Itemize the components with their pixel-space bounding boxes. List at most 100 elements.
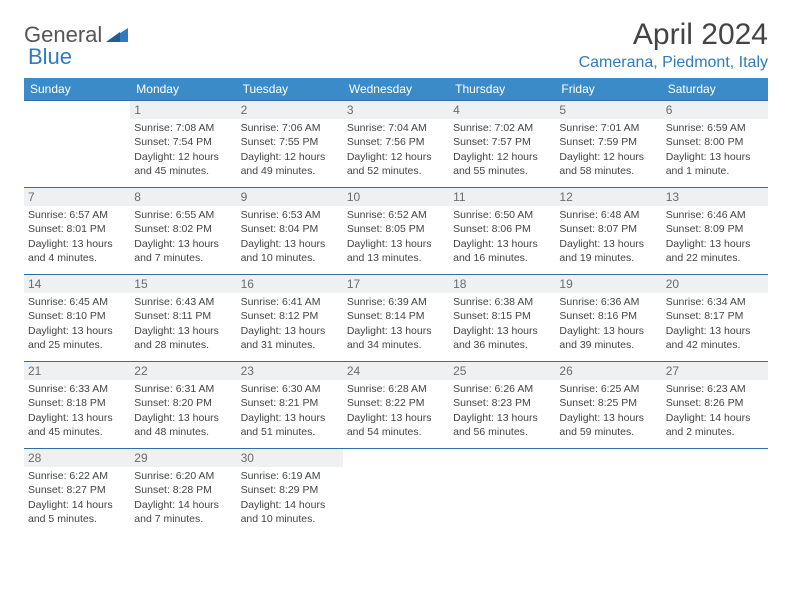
sunrise-text: Sunrise: 7:04 AM <box>347 121 445 135</box>
sunset-text: Sunset: 8:09 PM <box>666 222 764 236</box>
sunset-text: Sunset: 8:00 PM <box>666 135 764 149</box>
logo-sub: Blue <box>28 44 72 70</box>
calendar-cell: 26Sunrise: 6:25 AMSunset: 8:25 PMDayligh… <box>555 362 661 449</box>
sunrise-text: Sunrise: 6:43 AM <box>134 295 232 309</box>
sunset-text: Sunset: 8:04 PM <box>241 222 339 236</box>
sunset-text: Sunset: 8:21 PM <box>241 396 339 410</box>
day-number: 19 <box>555 275 661 293</box>
day-number: 2 <box>237 101 343 119</box>
calendar-cell: 17Sunrise: 6:39 AMSunset: 8:14 PMDayligh… <box>343 275 449 362</box>
day-number: 26 <box>555 362 661 380</box>
day-number: 30 <box>237 449 343 467</box>
calendar-row: 14Sunrise: 6:45 AMSunset: 8:10 PMDayligh… <box>24 275 768 362</box>
day-number: 21 <box>24 362 130 380</box>
sunset-text: Sunset: 8:02 PM <box>134 222 232 236</box>
daylight-text: Daylight: 12 hours and 45 minutes. <box>134 150 232 178</box>
sunset-text: Sunset: 7:56 PM <box>347 135 445 149</box>
calendar-cell: 1 Sunrise: 7:08 AMSunset: 7:54 PMDaylight… <box>130 101 236 188</box>
day-number: 28 <box>24 449 130 467</box>
daylight-text: Daylight: 12 hours and 55 minutes. <box>453 150 551 178</box>
sunset-text: Sunset: 8:07 PM <box>559 222 657 236</box>
sunset-text: Sunset: 8:11 PM <box>134 309 232 323</box>
day-number: 22 <box>130 362 236 380</box>
sunrise-text: Sunrise: 7:01 AM <box>559 121 657 135</box>
sunrise-text: Sunrise: 6:34 AM <box>666 295 764 309</box>
sunset-text: Sunset: 8:15 PM <box>453 309 551 323</box>
calendar-cell: 25Sunrise: 6:26 AMSunset: 8:23 PMDayligh… <box>449 362 555 449</box>
day-number: 9 <box>237 188 343 206</box>
day-number: 6 <box>662 101 768 119</box>
calendar-cell: 14Sunrise: 6:45 AMSunset: 8:10 PMDayligh… <box>24 275 130 362</box>
sunrise-text: Sunrise: 6:22 AM <box>28 469 126 483</box>
sunset-text: Sunset: 7:54 PM <box>134 135 232 149</box>
day-number: 7 <box>24 188 130 206</box>
calendar-row: 7Sunrise: 6:57 AMSunset: 8:01 PMDaylight… <box>24 188 768 275</box>
day-number: 20 <box>662 275 768 293</box>
calendar-cell: 29Sunrise: 6:20 AMSunset: 8:28 PMDayligh… <box>130 449 236 536</box>
sunrise-text: Sunrise: 7:08 AM <box>134 121 232 135</box>
sunrise-text: Sunrise: 6:28 AM <box>347 382 445 396</box>
calendar-table: Sunday Monday Tuesday Wednesday Thursday… <box>24 78 768 535</box>
daylight-text: Daylight: 13 hours and 7 minutes. <box>134 237 232 265</box>
sunrise-text: Sunrise: 6:39 AM <box>347 295 445 309</box>
day-number: 12 <box>555 188 661 206</box>
calendar-cell: 24Sunrise: 6:28 AMSunset: 8:22 PMDayligh… <box>343 362 449 449</box>
sunrise-text: Sunrise: 6:45 AM <box>28 295 126 309</box>
daylight-text: Daylight: 13 hours and 42 minutes. <box>666 324 764 352</box>
day-number: 11 <box>449 188 555 206</box>
calendar-cell: 6 Sunrise: 6:59 AMSunset: 8:00 PMDaylight… <box>662 101 768 188</box>
daylight-text: Daylight: 12 hours and 49 minutes. <box>241 150 339 178</box>
daylight-text: Daylight: 12 hours and 52 minutes. <box>347 150 445 178</box>
sunrise-text: Sunrise: 6:41 AM <box>241 295 339 309</box>
sunrise-text: Sunrise: 6:50 AM <box>453 208 551 222</box>
calendar-cell: 27Sunrise: 6:23 AMSunset: 8:26 PMDayligh… <box>662 362 768 449</box>
sunset-text: Sunset: 8:12 PM <box>241 309 339 323</box>
daylight-text: Daylight: 13 hours and 59 minutes. <box>559 411 657 439</box>
day-number: 29 <box>130 449 236 467</box>
day-number: 23 <box>237 362 343 380</box>
daylight-text: Daylight: 13 hours and 1 minute. <box>666 150 764 178</box>
sunset-text: Sunset: 7:55 PM <box>241 135 339 149</box>
daylight-text: Daylight: 12 hours and 58 minutes. <box>559 150 657 178</box>
sunrise-text: Sunrise: 6:36 AM <box>559 295 657 309</box>
location-label: Camerana, Piedmont, Italy <box>579 54 768 72</box>
calendar-cell: 15Sunrise: 6:43 AMSunset: 8:11 PMDayligh… <box>130 275 236 362</box>
sunrise-text: Sunrise: 6:38 AM <box>453 295 551 309</box>
day-number: 27 <box>662 362 768 380</box>
calendar-cell: 3Sunrise: 7:04 AMSunset: 7:56 PMDaylight… <box>343 101 449 188</box>
day-number: 24 <box>343 362 449 380</box>
sunset-text: Sunset: 7:59 PM <box>559 135 657 149</box>
calendar-row: 1Sunrise: 7:08 AMSunset: 7:54 PMDaylight… <box>24 101 768 188</box>
sunrise-text: Sunrise: 6:25 AM <box>559 382 657 396</box>
title-block: April 2024 Camerana, Piedmont, Italy <box>579 18 768 72</box>
col-tuesday: Tuesday <box>237 78 343 101</box>
daylight-text: Daylight: 13 hours and 10 minutes. <box>241 237 339 265</box>
daylight-text: Daylight: 13 hours and 13 minutes. <box>347 237 445 265</box>
calendar-cell: 9 Sunrise: 6:53 AMSunset: 8:04 PMDaylight… <box>237 188 343 275</box>
logo-text-2: Blue <box>28 44 72 69</box>
calendar-cell: 4Sunrise: 7:02 AMSunset: 7:57 PMDaylight… <box>449 101 555 188</box>
sunrise-text: Sunrise: 6:48 AM <box>559 208 657 222</box>
sunrise-text: Sunrise: 6:59 AM <box>666 121 764 135</box>
sunrise-text: Sunrise: 6:19 AM <box>241 469 339 483</box>
sunrise-text: Sunrise: 6:53 AM <box>241 208 339 222</box>
sunrise-text: Sunrise: 6:33 AM <box>28 382 126 396</box>
sunset-text: Sunset: 8:01 PM <box>28 222 126 236</box>
sunrise-text: Sunrise: 6:31 AM <box>134 382 232 396</box>
sunset-text: Sunset: 8:28 PM <box>134 483 232 497</box>
calendar-cell <box>555 449 661 536</box>
daylight-text: Daylight: 14 hours and 2 minutes. <box>666 411 764 439</box>
sunset-text: Sunset: 8:29 PM <box>241 483 339 497</box>
day-number: 1 <box>130 101 236 119</box>
calendar-cell: 7Sunrise: 6:57 AMSunset: 8:01 PMDaylight… <box>24 188 130 275</box>
daylight-text: Daylight: 13 hours and 54 minutes. <box>347 411 445 439</box>
sunrise-text: Sunrise: 6:55 AM <box>134 208 232 222</box>
calendar-row: 21Sunrise: 6:33 AMSunset: 8:18 PMDayligh… <box>24 362 768 449</box>
sunrise-text: Sunrise: 7:02 AM <box>453 121 551 135</box>
sunrise-text: Sunrise: 6:20 AM <box>134 469 232 483</box>
col-sunday: Sunday <box>24 78 130 101</box>
daylight-text: Daylight: 13 hours and 45 minutes. <box>28 411 126 439</box>
col-thursday: Thursday <box>449 78 555 101</box>
daylight-text: Daylight: 13 hours and 4 minutes. <box>28 237 126 265</box>
col-saturday: Saturday <box>662 78 768 101</box>
